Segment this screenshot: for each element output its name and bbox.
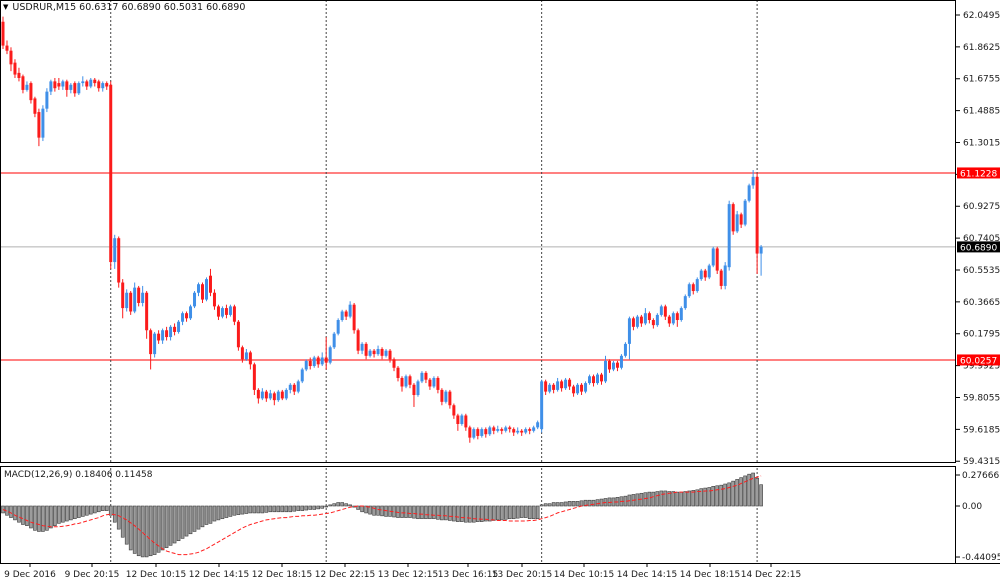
macd-axis-ticks: 0.27666 0.00 -0.44095 xyxy=(956,471,1000,563)
svg-text:-0.44095: -0.44095 xyxy=(962,553,1000,563)
price-marker-labels: 61.1228 60.6890 60.0257 xyxy=(957,167,1000,366)
svg-text:14 Dec 14:15: 14 Dec 14:15 xyxy=(617,570,678,580)
macd-indicator-label: MACD(12,26,9) 0.18406 0.11458 xyxy=(4,470,153,480)
svg-text:12 Dec 10:15: 12 Dec 10:15 xyxy=(126,570,187,580)
svg-text:12 Dec 14:15: 12 Dec 14:15 xyxy=(189,570,250,580)
svg-text:59.9925: 59.9925 xyxy=(963,362,1000,372)
svg-text:12 Dec 22:15: 12 Dec 22:15 xyxy=(315,570,376,580)
svg-text:13 Dec 12:15: 13 Dec 12:15 xyxy=(378,570,439,580)
svg-text:13 Dec 20:15: 13 Dec 20:15 xyxy=(492,570,553,580)
current-price-line-label[interactable]: 60.6890 xyxy=(957,241,1000,253)
svg-text:14 Dec 10:15: 14 Dec 10:15 xyxy=(554,570,615,580)
svg-text:61.6755: 61.6755 xyxy=(963,75,1000,85)
macd-histogram xyxy=(1,472,763,558)
svg-text:60.7405: 60.7405 xyxy=(963,234,1000,244)
svg-text:9 Dec 20:15: 9 Dec 20:15 xyxy=(65,570,120,580)
svg-text:59.6185: 59.6185 xyxy=(963,425,1000,435)
svg-text:13 Dec 16:15: 13 Dec 16:15 xyxy=(438,570,499,580)
svg-text:9 Dec 2016: 9 Dec 2016 xyxy=(4,570,56,580)
svg-text:59.4315: 59.4315 xyxy=(963,457,1000,467)
svg-text:60.3665: 60.3665 xyxy=(963,298,1000,308)
svg-text:60.1795: 60.1795 xyxy=(963,330,1000,340)
svg-text:60.5535: 60.5535 xyxy=(963,266,1000,276)
svg-text:59.8055: 59.8055 xyxy=(963,393,1000,403)
svg-text:0.00: 0.00 xyxy=(962,502,982,512)
symbol-quote-text: USDRUR,M15 60.6317 60.6890 60.5031 60.68… xyxy=(12,2,246,13)
svg-text:12 Dec 18:15: 12 Dec 18:15 xyxy=(252,570,313,580)
svg-text:0.27666: 0.27666 xyxy=(962,471,999,481)
candles xyxy=(1,16,763,443)
symbol-dropdown-icon[interactable]: ▼ xyxy=(3,3,9,11)
chart-legend: ▼ USDRUR,M15 60.6317 60.6890 60.5031 60.… xyxy=(3,2,245,13)
svg-text:62.0495: 62.0495 xyxy=(963,11,1000,21)
price-axis[interactable] xyxy=(956,0,1000,563)
svg-text:60.9275: 60.9275 xyxy=(963,202,1000,212)
svg-text:61.3015: 61.3015 xyxy=(963,138,1000,148)
support-line-label[interactable]: 60.0257 xyxy=(957,354,1000,366)
resistance-line-label[interactable]: 61.1228 xyxy=(957,167,1000,179)
svg-text:61.1228: 61.1228 xyxy=(960,169,997,179)
level-lines xyxy=(0,172,956,361)
svg-text:60.6890: 60.6890 xyxy=(960,243,997,253)
svg-text:14 Dec 18:15: 14 Dec 18:15 xyxy=(680,570,741,580)
svg-text:61.8625: 61.8625 xyxy=(963,43,1000,53)
time-axis[interactable] xyxy=(0,563,1000,588)
time-axis-labels: 9 Dec 2016 9 Dec 20:15 12 Dec 10:15 12 Dec … xyxy=(0,563,1000,580)
svg-text:60.0257: 60.0257 xyxy=(960,356,997,366)
svg-text:14 Dec 22:15: 14 Dec 22:15 xyxy=(741,570,802,580)
macd-signal-line xyxy=(2,475,762,556)
svg-text:61.4885: 61.4885 xyxy=(963,107,1000,117)
